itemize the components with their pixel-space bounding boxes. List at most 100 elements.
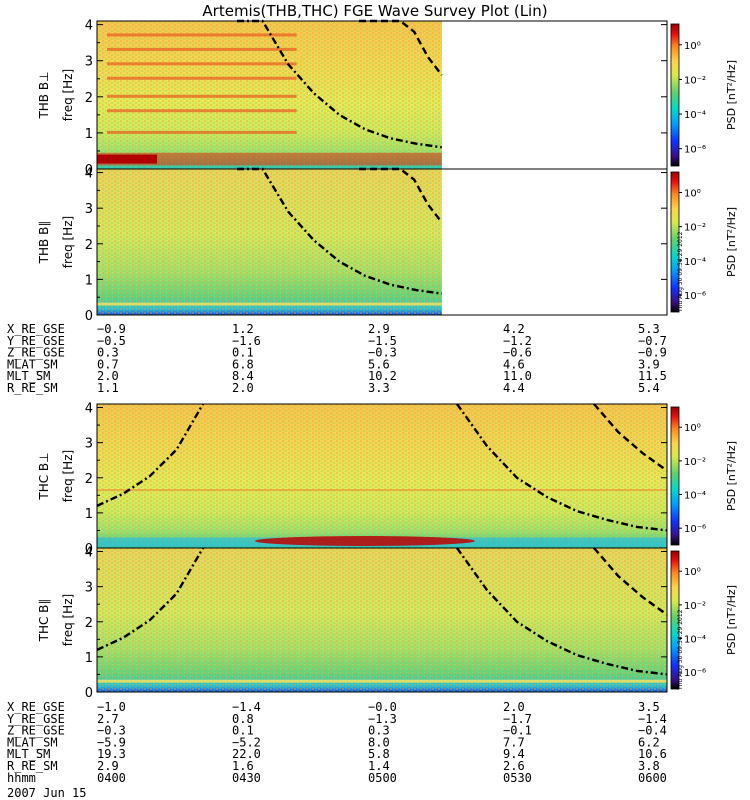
parallel-band — [97, 302, 442, 306]
ephemeris-value: −0.1 — [503, 724, 532, 738]
ephemeris-value: −0.9 — [97, 322, 126, 336]
ephemeris-tables: X_RE_GSE −0.9 1.2 2.9 4.2 5.3 Y_RE_GSE −0.5 −1.6… — [7, 322, 667, 785]
colorbar — [670, 171, 680, 313]
y-tick-label: 1 — [85, 507, 93, 522]
ephemeris-value: −1.4 — [232, 700, 261, 714]
ephemeris-value: 0530 — [503, 771, 532, 785]
ephemeris-row-label: Z_RE_GSE — [7, 346, 65, 360]
spectrogram-panel-2: 0 1 2 3 4 freq [Hz] THB B∥ 10⁰ 10⁻² 10⁻⁴ 10⁻⁶ PSD [… — [37, 167, 738, 324]
y-tick-label: 2 — [85, 238, 93, 253]
ephemeris-row-label: MLAT_SM — [7, 735, 58, 749]
spectrogram-panel-1: 0 1 2 3 4 freq [Hz] THB B⊥ 10⁰ 10⁻² 10⁻⁴ 10⁻⁶ PSD [… — [37, 19, 738, 178]
ephemeris-value: 0430 — [232, 771, 261, 785]
harmonic-line — [107, 47, 297, 51]
colorbar-tick-label: 10⁰ — [684, 41, 701, 52]
colorbar-tick-label: 10⁻⁴ — [684, 491, 706, 502]
ephemeris-table-thc: X_RE_GSE −1.0 −1.4 −0.0 2.0 3.5 Y_RE_GSE 2.7 0.8… — [7, 700, 667, 785]
ephemeris-value: −0.7 — [638, 334, 667, 348]
ephemeris-value: −0.9 — [638, 346, 667, 360]
ephemeris-value: 4.6 — [503, 357, 525, 371]
low-frequency-band-core — [97, 154, 157, 164]
harmonic-line — [107, 130, 297, 134]
colorbar-tick-label: 10⁻⁶ — [684, 145, 706, 156]
frequency-curve — [456, 403, 668, 532]
probe-label: THB B⊥ — [37, 71, 51, 119]
ephemeris-value: 2.0 — [232, 381, 254, 395]
ephemeris-value: 4.4 — [503, 381, 525, 395]
y-tick-label: 0 — [85, 542, 93, 557]
ephemeris-row-label: hhmm — [7, 771, 36, 785]
ephemeris-value: 0600 — [638, 771, 667, 785]
low-frequency-band — [97, 152, 442, 166]
ephemeris-value: 0.3 — [97, 346, 119, 360]
ephemeris-value: −1.6 — [232, 334, 261, 348]
y-tick-label: 1 — [85, 127, 93, 142]
colorbar-tick-label: 10⁰ — [684, 567, 701, 578]
probe-label: THB B∥ — [37, 221, 51, 265]
ephemeris-value: 3.9 — [638, 357, 660, 371]
ephemeris-value: 19.3 — [97, 747, 126, 761]
ephemeris-row-label: R_RE_SM — [7, 381, 58, 395]
harmonic-line — [107, 109, 297, 113]
ephemeris-value: 0.7 — [97, 357, 119, 371]
ephemeris-value: 8.4 — [232, 369, 254, 383]
y-tick-label: 1 — [85, 273, 93, 288]
frequency-curve — [96, 403, 205, 507]
panel-frame — [96, 547, 668, 693]
ephemeris-value: 10.2 — [368, 369, 397, 383]
colorbar-label: PSD [nT²/Hz] — [725, 60, 738, 130]
y-tick-label: 4 — [85, 546, 93, 561]
y-axis-label: freq [Hz] — [61, 216, 75, 268]
harmonic-line — [107, 62, 297, 66]
y-tick-label: 0 — [85, 686, 93, 701]
colorbar-tick-label: 10⁰ — [684, 423, 701, 434]
y-tick-label: 3 — [85, 202, 93, 217]
plot-timestamp-thc: Thu Aug 30 09:54:29 2012 — [677, 609, 684, 691]
ephemeris-value: −5.9 — [97, 735, 126, 749]
colorbar-tick-label: 10⁻² — [684, 75, 706, 86]
ephemeris-value: −1.7 — [503, 712, 532, 726]
colorbar — [670, 23, 680, 167]
ephemeris-value: 1.2 — [232, 322, 254, 336]
ephemeris-value: 2.0 — [503, 700, 525, 714]
ephemeris-value: 2.0 — [97, 369, 119, 383]
ephemeris-value: 4.2 — [503, 322, 525, 336]
colorbar-tick-label: 10⁰ — [684, 188, 701, 199]
colorbar-tick-label: 10⁻⁴ — [684, 257, 706, 268]
y-tick-label: 4 — [85, 167, 93, 182]
ephemeris-value: 5.3 — [638, 322, 660, 336]
ephemeris-value: 10.6 — [638, 747, 667, 761]
frequency-curve — [237, 167, 442, 295]
harmonic-line — [107, 76, 297, 80]
ephemeris-value: 1.6 — [232, 759, 254, 773]
colorbar-label: PSD [nT²/Hz] — [725, 441, 738, 511]
colorbar-tick-label: 10⁻² — [684, 601, 706, 612]
y-tick-label: 0 — [85, 163, 93, 178]
ephemeris-value: −5.2 — [232, 735, 261, 749]
ephemeris-value: −0.3 — [368, 346, 397, 360]
frequency-curve — [456, 547, 668, 676]
low-frequency-band-core — [254, 535, 475, 546]
ephemeris-value: 11.0 — [503, 369, 532, 383]
spectrogram-panel-3: 0 1 2 3 4 freq [Hz] THC B⊥ 10⁰ 10⁻² 10⁻⁴ 10⁻⁶ PSD [… — [37, 402, 738, 557]
harmonic-line — [97, 489, 667, 492]
y-tick-label: 2 — [85, 472, 93, 487]
y-tick-label: 1 — [85, 651, 93, 666]
ephemeris-value: 6.2 — [638, 735, 660, 749]
plot-timestamp: Thu Aug 30 09:54:29 2012 — [677, 231, 684, 313]
ephemeris-row-label: Y_RE_GSE — [7, 334, 65, 348]
ephemeris-value: 0.8 — [232, 712, 254, 726]
ephemeris-value: 5.4 — [638, 381, 660, 395]
ephemeris-value: 5.6 — [368, 357, 390, 371]
y-tick-label: 3 — [85, 55, 93, 70]
colorbar-tick-label: 10⁻² — [684, 223, 706, 234]
parallel-band — [97, 679, 667, 683]
colorbar — [670, 550, 680, 690]
colorbar-tick-label: 10⁻⁶ — [684, 524, 706, 535]
harmonic-line — [107, 33, 297, 37]
y-axis-label: freq [Hz] — [61, 69, 75, 121]
ephemeris-value: 22.0 — [232, 747, 261, 761]
ephemeris-row-label: X_RE_GSE — [7, 322, 65, 336]
spectrogram-texture — [97, 169, 442, 315]
